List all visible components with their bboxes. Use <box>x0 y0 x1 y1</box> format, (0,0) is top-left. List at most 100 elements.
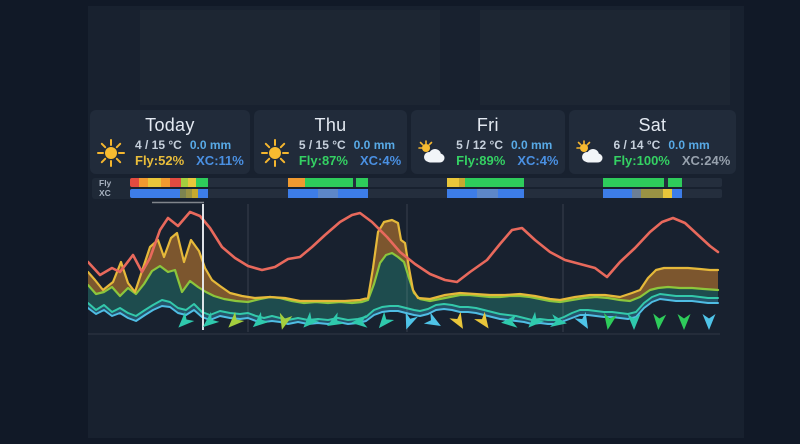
wind-arrow <box>202 311 220 328</box>
fill-teal-line-cyan-line <box>88 294 718 324</box>
xc-segment <box>498 189 524 198</box>
xc-segment <box>198 189 208 198</box>
red-line <box>86 210 720 284</box>
precipitation-value: 0.0 mm <box>189 138 232 152</box>
fly-segment <box>196 178 208 187</box>
wind-arrow <box>228 311 245 328</box>
sun-cloud-glyph <box>418 140 445 163</box>
day-card[interactable]: Sat 6 / 14 °C 0.0 mm Fly:100% XC:24% <box>568 110 737 174</box>
wind-arrow <box>423 312 441 326</box>
wind-arrow <box>252 311 270 328</box>
day-title: Fri <box>476 115 499 135</box>
wind-arrow <box>449 311 463 329</box>
yellow-line <box>86 218 720 303</box>
fill-green-line-teal-line <box>88 253 718 320</box>
fly-segment <box>465 178 524 187</box>
wind-arrow <box>677 314 691 330</box>
wind-arrow <box>702 314 716 330</box>
xc-percent: XC:4% <box>517 153 559 168</box>
teal-line <box>87 293 719 321</box>
wind-arrow <box>178 311 195 328</box>
wind-arrow <box>574 311 588 329</box>
background-artifact <box>140 10 440 105</box>
sun-glyph <box>260 139 289 167</box>
forecast-cards: Today 4 / 15 °C 0.0 mm Fly:52% XC:11% Th… <box>90 110 737 174</box>
xc-segment <box>186 189 192 198</box>
wind-arrow <box>351 314 368 328</box>
fly-segment <box>447 178 459 187</box>
fly-segment <box>161 178 170 187</box>
wind-arrow <box>603 312 617 330</box>
wind-arrow <box>405 312 418 330</box>
fly-segment <box>170 178 181 187</box>
day-title: Today <box>145 115 195 135</box>
flyability-strip: Fly XC <box>92 178 724 199</box>
wind-arrow <box>653 313 667 330</box>
xc-percent: XC:24% <box>681 153 731 168</box>
xc-segment <box>130 189 180 198</box>
precipitation-value: 0.0 mm <box>353 138 396 152</box>
day-card[interactable]: Thu 5 / 15 °C 0.0 mm Fly:87% XC:4% <box>253 110 408 174</box>
xc-segment <box>663 189 672 198</box>
xc-strip-label: XC <box>99 188 111 198</box>
temperature-range: 4 / 15 °C <box>135 138 182 152</box>
sun-cloud-icon <box>417 138 447 168</box>
wind-arrow <box>528 311 545 328</box>
xc-segment <box>447 189 477 198</box>
xc-segment <box>672 189 682 198</box>
xc-segment <box>603 189 632 198</box>
xc-segment <box>477 189 498 198</box>
fly-segment <box>459 178 465 187</box>
xc-segment <box>192 189 198 198</box>
xc-percent: XC:11% <box>196 153 244 168</box>
fly-segment <box>668 178 682 187</box>
fly-segment <box>188 178 196 187</box>
temperature-range: 6 / 14 °C <box>613 138 661 152</box>
sun-cloud-glyph <box>575 140 602 163</box>
strip-tracks <box>130 178 724 199</box>
sun-glyph <box>97 139 125 167</box>
chart-canvas <box>86 201 800 335</box>
strip-labels: Fly XC <box>92 178 130 199</box>
fly-segment <box>603 178 664 187</box>
xc-segment <box>338 189 356 198</box>
precipitation-value: 0.0 mm <box>668 138 710 152</box>
day-title: Sat <box>638 115 667 135</box>
xc-segment <box>356 189 368 198</box>
xc-segment <box>641 189 663 198</box>
fly-segment <box>356 178 368 187</box>
fly-segment <box>148 178 161 187</box>
xc-percent: XC:4% <box>359 153 402 168</box>
xc-segment <box>180 189 186 198</box>
wind-arrow <box>279 312 293 330</box>
fly-percent: Fly:89% <box>456 153 506 168</box>
wind-arrow <box>378 311 395 329</box>
xc-segment <box>632 189 641 198</box>
fly-percent: Fly:100% <box>613 153 670 168</box>
fly-segment <box>181 178 188 187</box>
fly-strip-label: Fly <box>99 178 112 188</box>
fly-percent: Fly:52% <box>135 153 185 168</box>
wind-arrow <box>501 314 518 328</box>
xc-segment <box>288 189 318 198</box>
day-card[interactable]: Today 4 / 15 °C 0.0 mm Fly:52% XC:11% <box>90 110 250 174</box>
wind-arrow <box>474 311 489 329</box>
wind-arrow <box>627 314 641 330</box>
day-title: Thu <box>314 115 347 135</box>
green-line <box>86 251 720 305</box>
precipitation-value: 0.0 mm <box>511 138 553 152</box>
fly-segment <box>130 178 139 187</box>
day-card[interactable]: Fri 5 / 12 °C 0.0 mm Fly:89% XC:4% <box>411 110 565 174</box>
fly-segment <box>288 178 305 187</box>
xc-track <box>130 189 722 198</box>
fly-segment <box>305 178 353 187</box>
sun-icon <box>260 138 290 168</box>
wind-arrow <box>549 314 567 328</box>
fly-segment <box>139 178 148 187</box>
sun-cloud-icon <box>575 138 605 168</box>
forecast-chart[interactable] <box>86 200 800 343</box>
dimmed-background-panel <box>88 6 744 438</box>
wind-arrow <box>303 311 320 328</box>
wind-arrow <box>327 312 345 326</box>
fly-percent: Fly:87% <box>298 153 348 168</box>
